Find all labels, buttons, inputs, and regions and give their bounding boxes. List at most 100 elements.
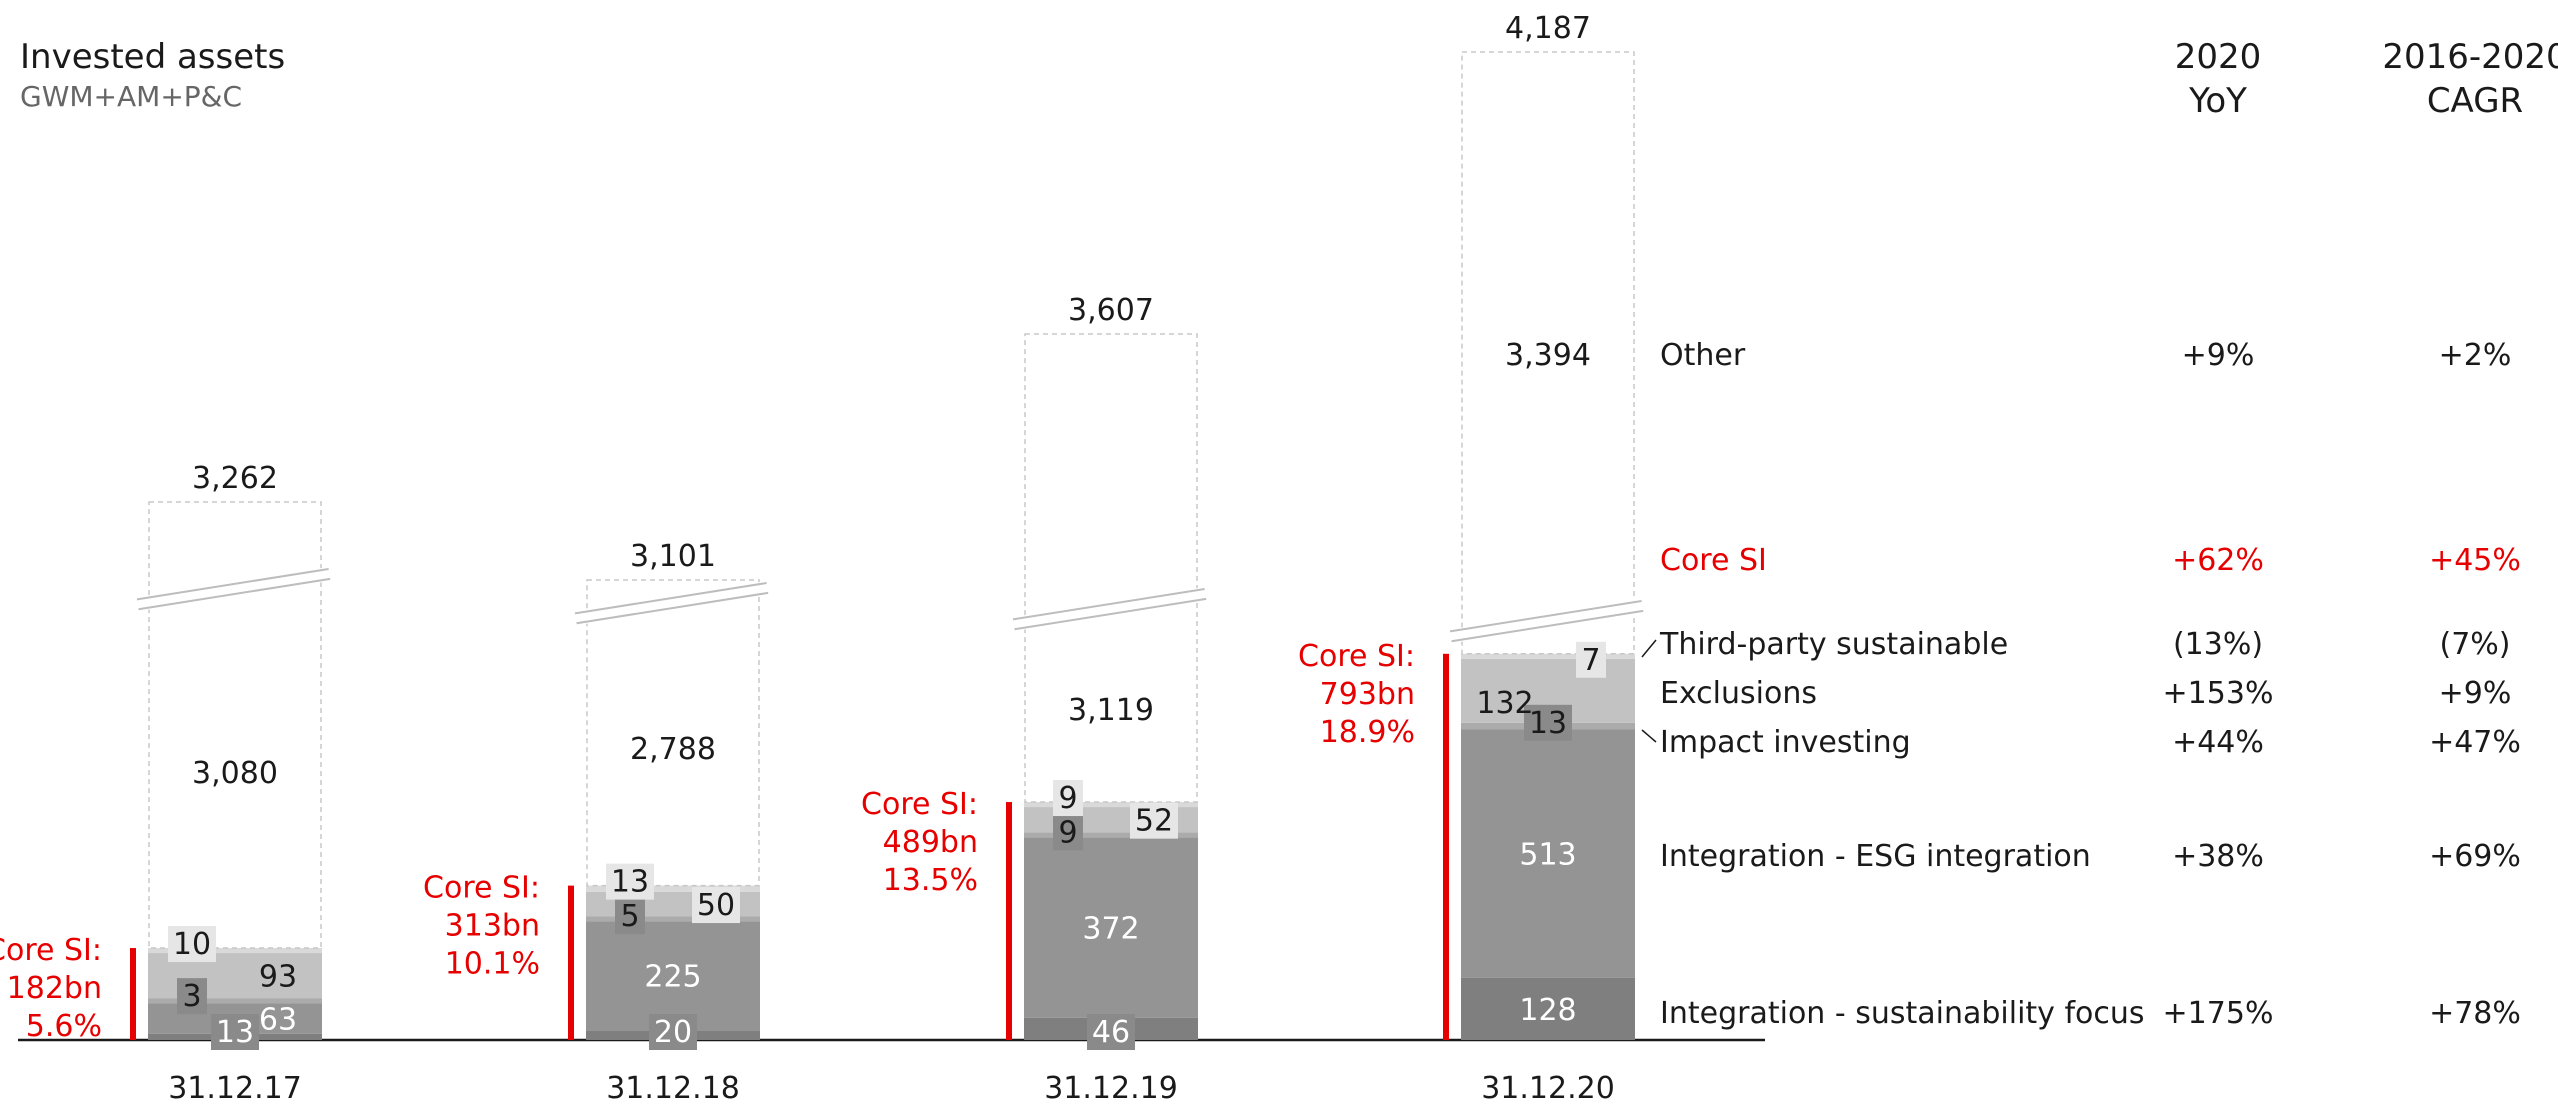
axis-break-line [136, 568, 329, 601]
data-label: 9 [1058, 781, 1077, 816]
column-header: 2016-2020 [2382, 37, 2558, 77]
total-label: 3,262 [192, 461, 278, 496]
bar-segment [586, 885, 760, 892]
legend-label: Other [1660, 338, 1746, 373]
bar-segment [148, 948, 322, 954]
data-label-box [1053, 814, 1083, 851]
axis-break-line [1012, 588, 1205, 621]
data-label: 13 [611, 865, 649, 900]
legend-label: Exclusions [1660, 676, 1817, 711]
data-label: 10 [173, 927, 211, 962]
bar-segment [586, 916, 760, 922]
chart-title: Invested assets [20, 37, 285, 77]
data-label-box [1576, 641, 1606, 678]
bar-segment [586, 921, 760, 1031]
cagr-value: +2% [2439, 338, 2512, 373]
cagr-value: +69% [2429, 839, 2521, 874]
axis-break-line [574, 582, 767, 615]
data-label-box [177, 978, 207, 1015]
axis-break-gap [136, 567, 331, 612]
data-label: 63 [259, 1002, 297, 1037]
axis-break-gap [1449, 599, 1644, 644]
bar-segment [1461, 977, 1635, 1040]
legend-label: Integration - sustainability focus [1660, 996, 2145, 1031]
data-label: 52 [1135, 804, 1173, 839]
bar-segment [1461, 729, 1635, 978]
axis-break-line [576, 591, 769, 625]
bar-segment [1461, 653, 1635, 659]
other-segment-outline [586, 579, 760, 887]
other-value-label: 2,788 [630, 732, 716, 767]
bar-segment [1024, 837, 1198, 1018]
cagr-value: (7%) [2439, 627, 2510, 662]
core-si-label: Core SI: [861, 787, 978, 822]
yoy-value: +153% [2163, 676, 2274, 711]
data-label-box [692, 887, 740, 924]
category-label: 31.12.19 [1044, 1071, 1178, 1104]
data-label: 9 [1058, 815, 1077, 850]
column-header: YoY [2188, 81, 2247, 121]
bar-segment [148, 998, 322, 1004]
yoy-value: +44% [2172, 725, 2264, 760]
column-header: 2020 [2175, 37, 2262, 77]
core-si-label: 18.9% [1320, 715, 1415, 750]
leader-line [1641, 729, 1657, 743]
core-si-label: 182bn [7, 971, 102, 1006]
chart-subtitle: GWM+AM+P&C [20, 80, 242, 113]
data-label: 50 [697, 888, 735, 923]
other-value-label: 3,119 [1068, 693, 1154, 728]
bar-segment [1024, 802, 1198, 808]
other-segment-outline [1461, 51, 1635, 655]
category-label: 31.12.18 [606, 1071, 740, 1104]
data-label-box [606, 863, 654, 900]
cagr-value: +78% [2429, 996, 2521, 1031]
legend-label: Integration - ESG integration [1660, 839, 2091, 874]
data-label: 225 [644, 960, 701, 995]
core-si-bracket [1006, 802, 1012, 1040]
data-label: 46 [1092, 1015, 1130, 1050]
legend-label: Core SI [1660, 543, 1767, 578]
yoy-value: +38% [2172, 839, 2264, 874]
core-si-label: 313bn [445, 909, 540, 944]
total-label: 3,607 [1068, 293, 1154, 328]
data-label: 5 [620, 899, 639, 934]
data-label: 7 [1581, 643, 1600, 678]
axis-break-gap [574, 581, 769, 626]
yoy-value: (13%) [2173, 627, 2263, 662]
cagr-value: +45% [2429, 543, 2521, 578]
legend-label: Impact investing [1660, 725, 1911, 760]
category-label: 31.12.20 [1481, 1071, 1615, 1104]
data-label-box [1087, 1014, 1135, 1050]
data-label: 3 [182, 979, 201, 1014]
data-label-box [1053, 780, 1083, 817]
core-si-bracket [130, 948, 136, 1040]
core-si-label: 489bn [883, 825, 978, 860]
yoy-value: +9% [2182, 338, 2255, 373]
core-si-label: 5.6% [26, 1009, 102, 1044]
cagr-value: +9% [2439, 676, 2512, 711]
data-label-box [168, 926, 216, 963]
yoy-value: +175% [2163, 996, 2274, 1031]
data-label-box [1130, 802, 1178, 839]
other-value-label: 3,080 [192, 756, 278, 791]
data-label: 128 [1519, 993, 1576, 1028]
other-segment-outline [1024, 333, 1198, 803]
column-header: CAGR [2427, 81, 2523, 121]
data-label: 20 [654, 1015, 692, 1050]
axis-break-gap [1012, 587, 1207, 632]
bar-segment [1024, 832, 1198, 838]
axis-break-line [138, 577, 331, 611]
core-si-label: Core SI: [423, 871, 540, 906]
total-label: 4,187 [1505, 11, 1591, 46]
data-label-box [615, 898, 645, 935]
legend-label: Third-party sustainable [1659, 627, 2008, 662]
data-label: 93 [259, 960, 297, 995]
core-si-label: 10.1% [445, 947, 540, 982]
data-label: 13 [1529, 706, 1567, 741]
data-label: 372 [1082, 911, 1139, 946]
other-segment-outline [148, 501, 322, 949]
data-label-box [1524, 704, 1572, 741]
axis-break-line [1014, 597, 1207, 631]
data-label-box [211, 1014, 259, 1050]
